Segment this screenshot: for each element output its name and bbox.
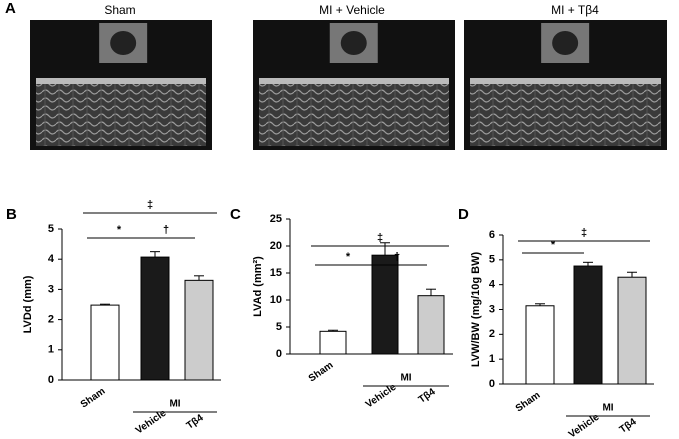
x-tick-label: Sham — [79, 386, 108, 411]
significance-label: † — [163, 224, 169, 236]
y-tick-label: 2 — [489, 328, 495, 340]
bar — [140, 256, 170, 381]
x-tick-label: Tβ4 — [185, 412, 206, 431]
bar — [90, 304, 120, 381]
significance-label: ‡ — [377, 232, 383, 244]
mmode-band — [36, 78, 206, 84]
bar — [525, 305, 555, 385]
y-tick-label: 2 — [48, 314, 54, 326]
y-tick-label: 25 — [270, 213, 282, 225]
significance-label: ‡ — [147, 199, 153, 211]
y-tick-label: 3 — [489, 303, 495, 315]
significance-label: * — [551, 239, 556, 251]
group-label: MI — [169, 399, 180, 410]
y-axis-label: LVDd (mm) — [22, 275, 34, 333]
y-tick-label: 10 — [270, 294, 282, 306]
y-tick-label: 3 — [48, 283, 54, 295]
mmode-trace — [36, 78, 206, 146]
bar — [371, 254, 399, 355]
echo-cavity — [552, 31, 579, 55]
image-title: MI + Tβ4 — [551, 3, 599, 17]
x-tick-label: Sham — [514, 390, 543, 415]
y-tick-label: 20 — [270, 240, 282, 252]
y-tick-label: 4 — [48, 253, 55, 265]
y-tick-label: 4 — [489, 279, 496, 291]
image-title: MI + Vehicle — [319, 3, 385, 17]
panel-label: B — [6, 206, 17, 223]
x-tick-label: Tβ4 — [618, 416, 639, 435]
bar — [417, 295, 445, 355]
mmode-trace — [259, 78, 449, 146]
y-tick-label: 0 — [489, 378, 495, 390]
y-tick-label: 5 — [48, 223, 54, 235]
y-axis-label: LVW/BW (mg/10g BW) — [470, 252, 482, 368]
bar — [573, 265, 603, 385]
group-label: MI — [400, 373, 411, 384]
significance-label: * — [346, 251, 351, 263]
y-tick-label: 5 — [276, 321, 282, 333]
y-tick-label: 15 — [270, 267, 282, 279]
significance-label: ‡ — [581, 227, 587, 239]
y-tick-label: 0 — [276, 348, 282, 360]
x-tick-label: Sham — [307, 360, 336, 385]
mmode-band — [259, 78, 449, 84]
x-tick-label: Tβ4 — [417, 386, 438, 405]
bar — [184, 279, 214, 381]
panel-label: A — [5, 0, 16, 17]
echo-cavity — [110, 31, 137, 55]
mmode-trace — [470, 78, 661, 146]
y-axis-label: LVAd (mm²) — [252, 256, 264, 317]
y-tick-label: 6 — [489, 229, 495, 241]
significance-label: * — [117, 224, 122, 236]
group-label: MI — [602, 403, 613, 414]
panel-label: D — [458, 206, 469, 223]
y-tick-label: 5 — [489, 254, 495, 266]
image-title: Sham — [104, 3, 135, 17]
significance-label: † — [394, 251, 400, 263]
bar — [617, 276, 647, 385]
y-tick-label: 1 — [489, 353, 495, 365]
echo-cavity — [340, 31, 367, 55]
y-tick-label: 1 — [48, 344, 54, 356]
y-tick-label: 0 — [48, 374, 54, 386]
panel-label: C — [230, 206, 241, 223]
bar — [319, 330, 347, 355]
mmode-band — [470, 78, 661, 84]
